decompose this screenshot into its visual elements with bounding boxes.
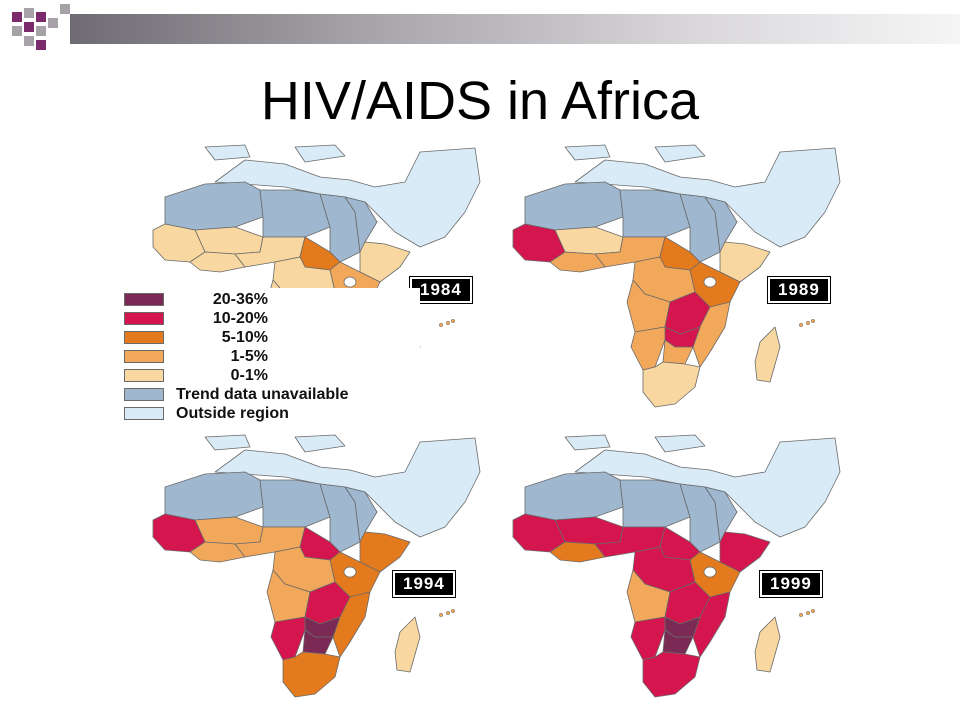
legend-item: 10-20% <box>120 309 420 328</box>
legend-label: 0-1% <box>230 366 268 384</box>
trend-unavailable-region <box>164 471 264 521</box>
africa-map <box>512 144 841 408</box>
outside-region-shape <box>204 144 251 161</box>
trend-unavailable-region <box>164 181 264 231</box>
trend-unavailable-region <box>619 479 691 528</box>
legend-swatch <box>124 369 164 382</box>
trend-unavailable-region <box>259 189 331 238</box>
outside-region-shape <box>294 144 346 163</box>
deco-square <box>48 18 58 28</box>
region-west-sahel <box>194 516 264 545</box>
trend-unavailable-region <box>524 471 624 521</box>
region-madagascar <box>754 326 781 383</box>
trend-unavailable-region <box>259 479 331 528</box>
legend-item: 0-1% <box>120 366 420 385</box>
region-madagascar <box>394 616 421 673</box>
lake-victoria <box>343 276 357 288</box>
lake-victoria <box>703 276 717 288</box>
region-botswana <box>662 339 694 365</box>
island <box>810 608 816 614</box>
legend-label: Trend data unavailable <box>176 385 349 403</box>
region-horn <box>359 241 411 283</box>
lake-victoria <box>343 566 357 578</box>
deco-square <box>24 36 34 46</box>
region-west-sahel <box>194 226 264 255</box>
deco-square <box>12 26 22 36</box>
deco-square <box>36 26 46 36</box>
legend-swatch <box>124 312 164 325</box>
deco-square <box>60 4 70 14</box>
region-horn <box>359 531 411 573</box>
region-south-africa <box>642 361 701 408</box>
lake-victoria <box>703 566 717 578</box>
map-panel-1994 <box>145 432 485 722</box>
year-label-1989: 1989 <box>767 276 831 304</box>
legend-label: 1-5% <box>230 347 268 365</box>
year-label-1999: 1999 <box>759 570 823 598</box>
legend-item: 1-5% <box>120 347 420 366</box>
africa-map <box>512 434 841 698</box>
outside-region-shape <box>564 434 611 451</box>
trend-unavailable-region <box>619 189 691 238</box>
map-legend: 20-36% 10-20% 5-10% 1-5% 0-1% Trend data… <box>120 288 420 425</box>
africa-map <box>152 434 481 698</box>
legend-swatch <box>124 407 164 420</box>
legend-label: 10-20% <box>212 309 268 327</box>
outside-region-shape <box>654 144 706 163</box>
outside-region-shape <box>204 434 251 451</box>
island <box>798 612 804 618</box>
legend-swatch <box>124 350 164 363</box>
year-label-1984: 1984 <box>409 276 473 304</box>
island <box>450 608 456 614</box>
region-west-sahel <box>554 226 624 255</box>
island <box>438 612 444 618</box>
legend-label: 20-36% <box>212 290 268 308</box>
region-botswana <box>662 629 694 655</box>
region-botswana <box>302 629 334 655</box>
region-west-sahel <box>554 516 624 545</box>
header-gradient-bar <box>70 14 960 44</box>
legend-swatch <box>124 293 164 306</box>
legend-item: Trend data unavailable <box>120 385 420 404</box>
map-panel-1989 <box>505 142 845 432</box>
legend-swatch <box>124 388 164 401</box>
deco-square <box>36 40 46 50</box>
map-panel-1999 <box>505 432 845 722</box>
region-south-africa <box>642 651 701 698</box>
region-horn <box>719 241 771 283</box>
island <box>450 318 456 324</box>
outside-region-shape <box>564 144 611 161</box>
deco-square <box>36 12 46 22</box>
deco-square <box>24 8 34 18</box>
island <box>810 318 816 324</box>
island <box>798 322 804 328</box>
island <box>445 610 451 616</box>
deco-square <box>24 22 34 32</box>
corner-decoration <box>12 4 70 50</box>
outside-region-shape <box>294 434 346 453</box>
outside-region-shape <box>654 434 706 453</box>
legend-label: Outside region <box>176 404 289 422</box>
legend-item: 5-10% <box>120 328 420 347</box>
island <box>805 610 811 616</box>
legend-item: Outside region <box>120 404 420 423</box>
island <box>438 322 444 328</box>
region-madagascar <box>754 616 781 673</box>
region-horn <box>719 531 771 573</box>
legend-label: 5-10% <box>221 328 268 346</box>
year-label-1994: 1994 <box>392 570 456 598</box>
deco-square <box>12 12 22 22</box>
legend-item: 20-36% <box>120 290 420 309</box>
legend-swatch <box>124 331 164 344</box>
island <box>445 320 451 326</box>
slide-title: HIV/AIDS in Africa <box>260 71 700 131</box>
island <box>805 320 811 326</box>
trend-unavailable-region <box>524 181 624 231</box>
region-south-africa <box>282 651 341 698</box>
